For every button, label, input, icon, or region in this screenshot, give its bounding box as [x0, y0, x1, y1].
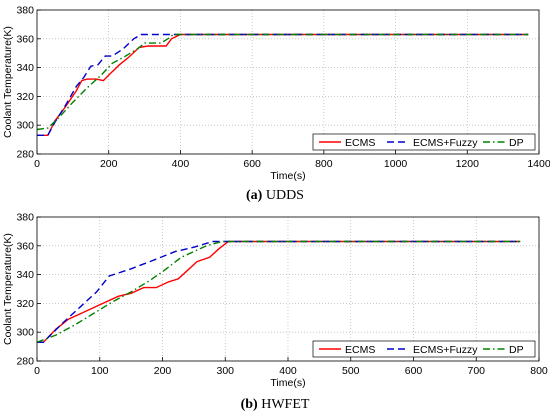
- legend-label: ECMS: [345, 137, 375, 149]
- caption-text: UDDS: [262, 188, 304, 203]
- y-tick-label: 280: [16, 356, 34, 368]
- x-axis-label: Time(s): [270, 377, 305, 389]
- x-tick-label: 300: [216, 365, 234, 377]
- x-tick-label: 400: [279, 365, 297, 377]
- plot-frame: [36, 9, 540, 155]
- y-tick-label: 360: [16, 240, 34, 252]
- x-tick-label: 600: [243, 158, 261, 170]
- legend-box: [312, 340, 536, 358]
- y-tick-label: 380: [16, 5, 34, 17]
- y-tick-label: 320: [16, 298, 34, 310]
- y-tick-label: 340: [16, 62, 34, 74]
- series-line-ecms: [37, 240, 521, 343]
- series-line-ecms: [37, 33, 529, 137]
- x-tick-label: 500: [342, 365, 360, 377]
- caption-hwfet: (b) HWFET: [241, 397, 310, 412]
- y-tick-label: 360: [16, 33, 34, 45]
- x-tick-label: 200: [100, 158, 118, 170]
- x-tick-label: 1200: [456, 158, 480, 170]
- series-line-dp: [36, 240, 521, 343]
- series-line-ecms-fuzzy: [37, 33, 529, 137]
- y-axis-label: Coolant Temperature(K): [2, 233, 14, 345]
- legend-label: ECMS+Fuzzy: [413, 137, 478, 149]
- y-axis-label: Coolant Temperature(K): [2, 26, 14, 138]
- caption-text: HWFET: [258, 397, 310, 412]
- caption-letter: (a): [246, 188, 263, 203]
- x-tick-label: 200: [154, 365, 172, 377]
- legend-label: DP: [509, 344, 524, 356]
- x-axis-label: Time(s): [270, 170, 305, 182]
- series-line-ecms-fuzzy: [37, 240, 521, 343]
- y-tick-label: 320: [16, 91, 34, 103]
- x-tick-label: 1000: [384, 158, 408, 170]
- legend-label: DP: [509, 137, 524, 149]
- legend-label: ECMS+Fuzzy: [413, 344, 478, 356]
- x-tick-label: 100: [91, 365, 109, 377]
- x-tick-label: 400: [172, 158, 190, 170]
- x-tick-label: 0: [34, 158, 40, 170]
- series-line-dp: [36, 33, 529, 131]
- caption-letter: (b): [241, 397, 258, 412]
- x-tick-label: 800: [315, 158, 333, 170]
- y-tick-label: 300: [16, 327, 34, 339]
- x-tick-label: 600: [405, 365, 423, 377]
- y-tick-label: 300: [16, 120, 34, 132]
- x-tick-label: 800: [530, 365, 548, 377]
- legend-box: [312, 133, 536, 151]
- x-tick-label: 700: [467, 365, 485, 377]
- caption-udds: (a) UDDS: [246, 188, 304, 203]
- y-tick-label: 340: [16, 269, 34, 281]
- x-tick-label: 1400: [527, 158, 550, 170]
- chart-hwfet: 0 100 200 300 400 500 600 700 800 280 300 320 340 360…: [2, 212, 548, 390]
- x-tick-label: 0: [34, 365, 40, 377]
- chart-udds: 0 200 400 600 800 1000 1200 1400 280 300 320 340 360…: [2, 5, 550, 183]
- plot-area: [37, 10, 539, 154]
- y-tick-label: 380: [16, 212, 34, 224]
- legend-label: ECMS: [345, 344, 375, 356]
- y-tick-label: 280: [16, 149, 34, 161]
